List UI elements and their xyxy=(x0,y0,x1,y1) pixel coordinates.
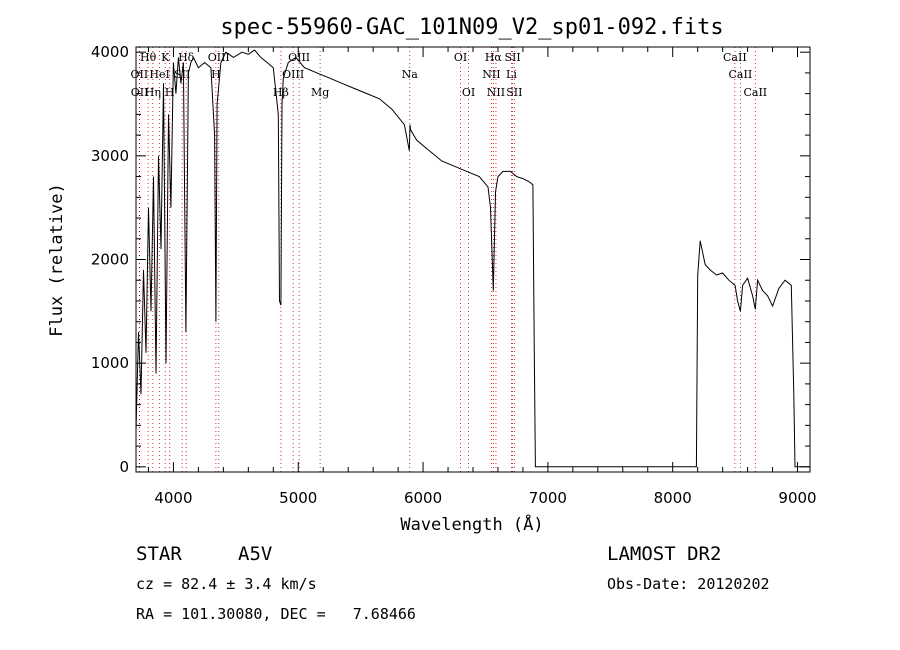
chart-title: spec-55960-GAC_101N09_V2_sp01-092.fits xyxy=(220,15,723,40)
line-label: H xyxy=(165,86,175,99)
y-tick-label: 4000 xyxy=(91,43,129,61)
line-label: SII xyxy=(504,51,520,64)
line-label: OIII xyxy=(208,51,230,64)
x-tick-label: 6000 xyxy=(404,489,442,507)
line-label: OIII xyxy=(282,68,304,81)
coordinates: RA = 101.30080, DEC = 7.68466 xyxy=(136,605,416,623)
line-label: Hβ xyxy=(273,86,289,99)
line-label: OI xyxy=(462,86,475,99)
line-label: CaII xyxy=(729,68,753,81)
survey-name: LAMOST DR2 xyxy=(607,543,722,565)
spectrum-series-line xyxy=(135,49,810,468)
x-axis-ticks: 4000 5000 6000 7000 8000 9000 xyxy=(147,47,817,507)
line-label: Hδ xyxy=(178,51,195,64)
x-tick-label: 9000 xyxy=(778,489,816,507)
line-label: Li xyxy=(506,68,517,81)
line-label: CaII xyxy=(723,51,747,64)
y-tick-label: 0 xyxy=(119,458,129,476)
line-label: OIII xyxy=(288,51,310,64)
line-label: HeI xyxy=(149,68,169,81)
line-label: Hα xyxy=(485,51,503,64)
object-type: STAR xyxy=(136,543,182,565)
y-tick-label: 3000 xyxy=(91,147,129,165)
plot-frame xyxy=(135,46,811,473)
line-label: NII xyxy=(487,86,505,99)
subclass: A5V xyxy=(238,543,273,565)
x-tick-label: 4000 xyxy=(154,489,192,507)
x-axis-label: Wavelength (Å) xyxy=(400,513,543,535)
y-axis-label: Flux (relative) xyxy=(47,183,67,337)
line-label: Hθ xyxy=(140,51,157,64)
line-label: H xyxy=(211,68,221,81)
obs-date: Obs-Date: 20120202 xyxy=(607,575,770,593)
y-tick-label: 1000 xyxy=(91,354,129,372)
y-tick-label: 2000 xyxy=(91,251,129,269)
line-label: Na xyxy=(402,68,419,81)
line-label: Hη xyxy=(145,86,161,99)
x-tick-label: 5000 xyxy=(279,489,317,507)
line-label: OI xyxy=(454,51,467,64)
x-tick-label: 8000 xyxy=(654,489,692,507)
line-label: OII xyxy=(131,86,149,99)
line-label: NII xyxy=(482,68,500,81)
line-label: OII xyxy=(131,68,149,81)
redshift-velocity: cz = 82.4 ± 3.4 km/s xyxy=(136,575,317,593)
line-label: Mg xyxy=(311,86,329,99)
x-tick-label: 7000 xyxy=(529,489,567,507)
line-label: CaII xyxy=(743,86,767,99)
line-label: K xyxy=(161,51,170,64)
y-axis-ticks: 0 1000 2000 3000 4000 xyxy=(91,43,810,476)
line-markers xyxy=(138,47,756,472)
line-label: SII xyxy=(506,86,522,99)
